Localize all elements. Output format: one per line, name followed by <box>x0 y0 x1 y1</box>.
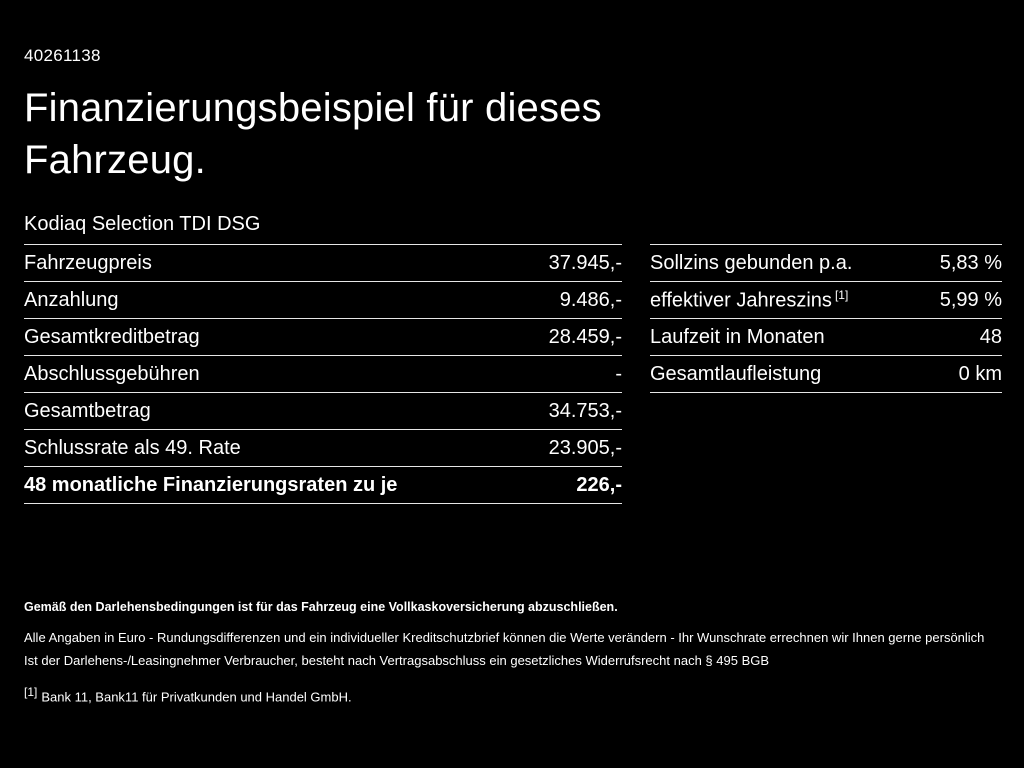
vehicle-model: Kodiaq Selection TDI DSG <box>24 213 261 235</box>
row-label: Laufzeit in Monaten <box>650 325 825 348</box>
table-row-gesamtkreditbetrag: Gesamtkreditbetrag 28.459,- <box>24 318 622 355</box>
table-row-sollzins: Sollzins gebunden p.a. 5,83 % <box>650 244 1002 281</box>
row-value: 0 km <box>958 362 1002 385</box>
table-row-effektiver-jahreszins: effektiver Jahreszins [1] 5,99 % <box>650 281 1002 318</box>
footer-footnote: [1] Bank 11, Bank11 für Privatkunden und … <box>24 681 1002 708</box>
page-title-line-2: Fahrzeug. <box>24 138 206 182</box>
row-label: Fahrzeugpreis <box>24 251 152 274</box>
row-label: Anzahlung <box>24 288 119 311</box>
table-row-gesamtlaufleistung: Gesamtlaufleistung 0 km <box>650 355 1002 392</box>
row-value: 28.459,- <box>548 325 622 348</box>
financing-table-right: Sollzins gebunden p.a. 5,83 % effektiver… <box>650 244 1002 393</box>
footer-disclaimer-2: Ist der Darlehens-/Leasingnehmer Verbrau… <box>24 653 770 668</box>
row-value: 5,83 % <box>939 251 1002 274</box>
row-value: - <box>615 362 622 385</box>
footer-disclaimer-1: Alle Angaben in Euro - Rundungsdifferenz… <box>24 630 985 645</box>
row-value: 37.945,- <box>548 251 622 274</box>
row-value: 5,99 % <box>939 288 1002 311</box>
row-label: Sollzins gebunden p.a. <box>650 251 853 274</box>
row-label: Gesamtkreditbetrag <box>24 325 200 348</box>
row-label: Gesamtbetrag <box>24 399 151 422</box>
page-title: Finanzierungsbeispiel für dieses Fahrzeu… <box>24 82 1002 186</box>
row-value: 48 <box>979 325 1002 348</box>
footnote-marker: [1] <box>24 685 38 699</box>
table-row-gesamtbetrag: Gesamtbetrag 34.753,- <box>24 392 622 429</box>
row-label: Abschlussgebühren <box>24 362 200 385</box>
row-label-text: effektiver Jahreszins <box>650 289 832 312</box>
financing-table-left: Fahrzeugpreis 37.945,- Anzahlung 9.486,-… <box>24 244 622 504</box>
footnote-marker: [1] <box>834 287 849 302</box>
row-value: 9.486,- <box>559 288 622 311</box>
table-row-monatsrate: 48 monatliche Finanzierungsraten zu je 2… <box>24 466 622 503</box>
table-row-laufzeit: Laufzeit in Monaten 48 <box>650 318 1002 355</box>
row-value: 34.753,- <box>548 399 622 422</box>
row-label: 48 monatliche Finanzierungsraten zu je <box>24 473 398 496</box>
table-row-schlussrate: Schlussrate als 49. Rate 23.905,- <box>24 429 622 466</box>
table-row-abschlussgebuehren: Abschlussgebühren - <box>24 355 622 392</box>
table-row-anzahlung: Anzahlung 9.486,- <box>24 281 622 318</box>
document-id: 40261138 <box>24 46 101 65</box>
row-value: 23.905,- <box>548 436 622 459</box>
legal-footer: Gemäß den Darlehensbedingungen ist für d… <box>24 596 1002 708</box>
footnote-text: Bank 11, Bank11 für Privatkunden und Han… <box>41 689 352 705</box>
footer-insurance-note: Gemäß den Darlehensbedingungen ist für d… <box>24 600 618 614</box>
row-label: effektiver Jahreszins [1] <box>650 288 848 313</box>
row-label: Gesamtlaufleistung <box>650 362 822 385</box>
row-value: 226,- <box>576 473 622 496</box>
financing-tables: Fahrzeugpreis 37.945,- Anzahlung 9.486,-… <box>24 244 1002 504</box>
page-title-line-1: Finanzierungsbeispiel für dieses <box>24 86 602 130</box>
table-row-fahrzeugpreis: Fahrzeugpreis 37.945,- <box>24 244 622 281</box>
row-label: Schlussrate als 49. Rate <box>24 436 241 459</box>
